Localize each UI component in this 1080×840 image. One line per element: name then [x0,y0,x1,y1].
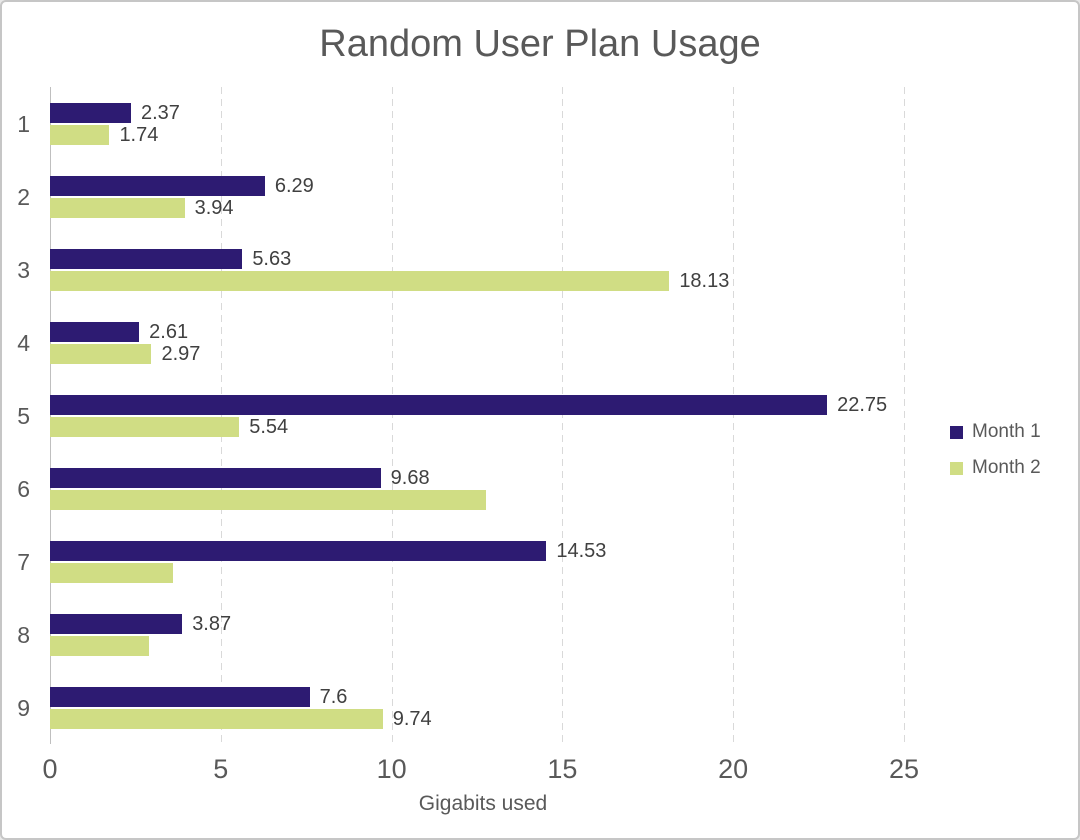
category-label-7: 7 [17,548,30,575]
gridline-15 [562,87,564,744]
data-label-month-1-cat-1: 2.37 [140,101,180,124]
data-label-month-1-cat-2: 6.29 [274,174,314,197]
category-label-8: 8 [17,621,30,648]
bar-month-2-cat-1[interactable] [50,124,110,145]
bar-month-2-cat-4[interactable] [50,343,152,364]
data-label-month-1-cat-9: 7.6 [319,685,348,708]
chart-title: Random User Plan Usage [319,23,761,65]
data-label-month-1-cat-6: 9.68 [390,466,430,489]
x-axis-title: Gigabits used [418,792,548,815]
gridline-10 [391,87,393,744]
bar-month-1-cat-4[interactable] [50,321,140,342]
data-label-month-1-cat-4: 2.61 [149,320,189,343]
category-label-3: 3 [17,256,30,283]
data-label-month-2-cat-4: 2.97 [161,342,201,365]
y-axis-line [50,87,51,744]
data-label-month-1-cat-3: 5.63 [252,247,292,270]
bar-month-2-cat-8[interactable] [50,635,150,656]
legend-label-month-2: Month 2 [972,457,1041,478]
data-label-month-2-cat-5: 5.54 [249,415,289,438]
category-label-5: 5 [17,402,30,429]
data-label-month-2-cat-9: 9.74 [392,707,432,730]
category-label-4: 4 [17,329,30,356]
x-tick-15: 15 [547,754,578,784]
x-tick-20: 20 [718,754,749,784]
data-label-month-1-cat-8: 3.87 [192,612,232,635]
legend: Month 1 Month 2 [950,418,1041,490]
x-tick-10: 10 [376,754,407,784]
bar-month-2-cat-5[interactable] [50,416,240,437]
data-label-month-1-cat-7: 14.53 [556,539,607,562]
bar-month-2-cat-6[interactable] [50,489,486,510]
legend-item-month-2[interactable]: Month 2 [950,454,1041,482]
bar-month-1-cat-1[interactable] [50,102,131,123]
data-label-month-2-cat-1: 1.74 [119,123,159,146]
bar-month-2-cat-9[interactable] [50,708,383,729]
legend-item-month-1[interactable]: Month 1 [950,418,1041,446]
gridline-20 [733,87,735,744]
data-label-month-2-cat-3: 18.13 [679,269,730,292]
category-label-9: 9 [17,694,30,721]
bar-month-1-cat-9[interactable] [50,686,310,707]
legend-swatch-month-1 [950,425,963,439]
x-tick-5: 5 [213,754,229,784]
bar-month-2-cat-2[interactable] [50,197,185,218]
legend-label-month-1: Month 1 [972,421,1041,442]
gridline-5 [220,87,222,744]
category-label-6: 6 [17,475,30,502]
bar-month-1-cat-2[interactable] [50,175,265,196]
legend-swatch-month-2 [950,461,963,475]
bar-month-1-cat-6[interactable] [50,467,381,488]
data-label-month-2-cat-2: 3.94 [194,196,234,219]
data-label-month-1-cat-5: 22.75 [837,393,888,416]
bar-month-2-cat-7[interactable] [50,562,173,583]
bar-month-1-cat-5[interactable] [50,394,828,415]
category-label-1: 1 [17,110,30,137]
gridline-25 [904,87,905,744]
category-label-2: 2 [17,183,30,210]
x-tick-25: 25 [888,754,920,784]
bar-month-2-cat-3[interactable] [50,270,670,291]
x-tick-0: 0 [42,754,58,784]
bar-month-1-cat-3[interactable] [50,248,243,269]
bar-month-1-cat-7[interactable] [50,540,547,561]
bar-month-1-cat-8[interactable] [50,613,183,634]
